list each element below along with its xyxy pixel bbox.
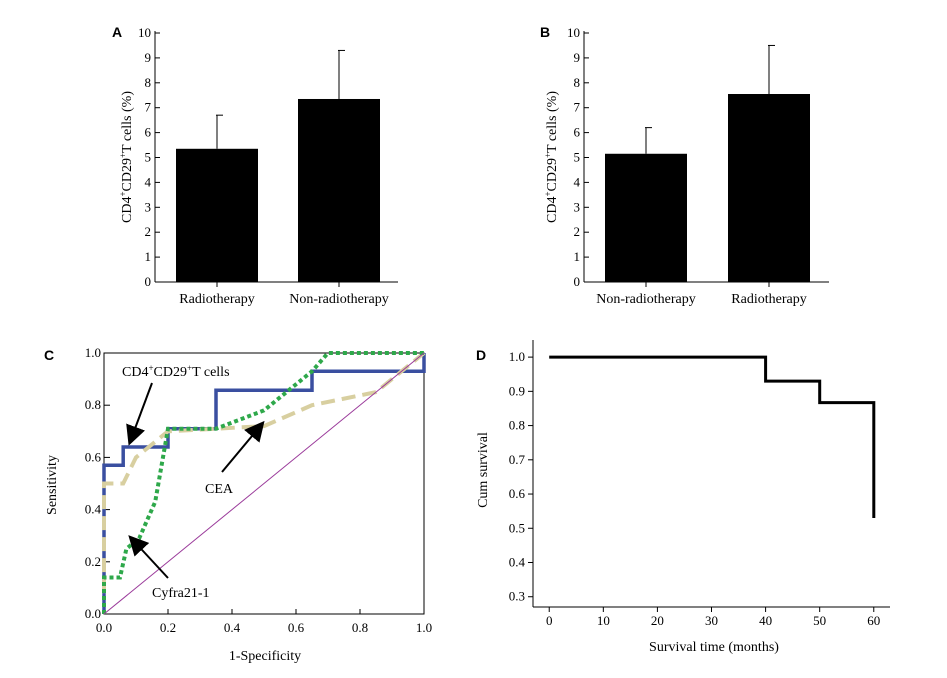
x-tick-label: 0.6 (288, 620, 305, 635)
x-tick-label: Non-radiotherapy (289, 292, 389, 307)
y-tick-label: 0.8 (509, 418, 525, 433)
bar (176, 148, 258, 282)
y-tick-label: 2 (145, 224, 152, 239)
x-tick-label: 10 (597, 613, 610, 628)
panel-b-ylabel: CD4+CD29+T cells (%) (543, 91, 560, 223)
x-tick-label: 0.4 (224, 620, 241, 635)
x-tick-label: Non-radiotherapy (596, 292, 696, 307)
panel-c-letter: C (44, 347, 54, 363)
x-tick-label: 40 (759, 613, 772, 628)
y-tick-label: 0.4 (85, 502, 102, 517)
annotation-arrow (126, 382, 153, 446)
y-tick-label: 0.6 (509, 486, 526, 501)
y-tick-label: 6 (574, 125, 581, 140)
y-tick-label: 1.0 (85, 345, 101, 360)
panel-a: A CD4+CD29+T cells (%) 0 1 2 3 4 5 6 7 8 9 10 Radio… (112, 24, 398, 307)
panel-d-ylabel: Cum survival (476, 432, 491, 508)
y-tick-label: 10 (567, 25, 580, 40)
series-line-cea (102, 351, 426, 594)
y-tick-label: 8 (145, 75, 152, 90)
x-tick-label: 0.0 (96, 620, 112, 635)
y-tick-label: 0 (574, 274, 581, 289)
y-tick-label: 1 (145, 249, 152, 264)
annotation-cd4-label: CD4+CD29+T cells (122, 363, 230, 380)
y-tick-label: 7 (145, 100, 152, 115)
y-tick-label: 0.7 (509, 452, 526, 467)
y-tick-label: 7 (574, 100, 581, 115)
panel-c-ylabel: Sensitivity (45, 455, 60, 515)
panel-d-xlabel: Survival time (months) (649, 640, 779, 655)
y-tick-label: 5 (145, 150, 152, 165)
y-tick-label: 0.0 (85, 606, 101, 621)
x-tick-label: 0 (546, 613, 553, 628)
x-tick-label: 50 (813, 613, 826, 628)
x-tick-label: 1.0 (416, 620, 432, 635)
panel-d: D Cum survival Survival time (months) 0 1… (476, 340, 890, 655)
y-tick-label: 3 (574, 199, 581, 214)
y-tick-label: 0 (145, 274, 152, 289)
y-tick-label: 3 (145, 199, 152, 214)
series-line-cyfra21-1 (102, 351, 424, 614)
panel-c-xlabel: 1-Specificity (229, 649, 301, 664)
bar (728, 94, 810, 282)
y-tick-label: 0.9 (509, 383, 525, 398)
x-tick-label: Radiotherapy (731, 292, 806, 307)
y-tick-label: 9 (574, 50, 581, 65)
y-tick-label: 0.5 (509, 520, 525, 535)
y-tick-label: 4 (574, 174, 581, 189)
x-tick-label: 60 (867, 613, 880, 628)
panel-b: B CD4+CD29+T cells (%) 0 1 2 3 4 5 6 7 8 9 10 Non-r… (540, 24, 829, 307)
y-tick-label: 0.6 (85, 449, 102, 464)
annotation-arrow (128, 535, 169, 579)
panel-d-letter: D (476, 347, 486, 363)
y-tick-label: 5 (574, 150, 581, 165)
y-tick-label: 0.3 (509, 589, 525, 604)
bar (605, 153, 687, 282)
y-tick-label: 0.2 (85, 554, 101, 569)
panel-a-letter: A (112, 24, 122, 40)
panel-a-ylabel: CD4+CD29+T cells (%) (118, 91, 135, 223)
x-tick-label: 20 (651, 613, 664, 628)
y-tick-label: 6 (145, 125, 152, 140)
y-tick-label: 1 (574, 249, 581, 264)
panel-b-letter: B (540, 24, 550, 40)
y-tick-label: 0.4 (509, 555, 526, 570)
y-tick-label: 10 (138, 25, 151, 40)
x-tick-label: 0.8 (352, 620, 368, 635)
series-line-survival (549, 355, 876, 518)
annotation-arrow (221, 420, 265, 473)
y-tick-label: 8 (574, 75, 581, 90)
y-tick-label: 0.8 (85, 397, 101, 412)
panel-c: C Sensitivity 1-Specificity CD4+CD29+T c… (44, 345, 432, 664)
x-tick-label: Radiotherapy (179, 292, 254, 307)
annotation-cea-label: CEA (205, 482, 234, 497)
y-tick-label: 1.0 (509, 349, 525, 364)
y-tick-label: 4 (145, 174, 152, 189)
series-line-reference (103, 352, 425, 615)
annotation-cyfra-label: Cyfra21-1 (152, 586, 210, 601)
x-tick-label: 30 (705, 613, 718, 628)
y-tick-label: 2 (574, 224, 581, 239)
bar (298, 98, 380, 282)
x-tick-label: 0.2 (160, 620, 176, 635)
y-tick-label: 9 (145, 50, 152, 65)
